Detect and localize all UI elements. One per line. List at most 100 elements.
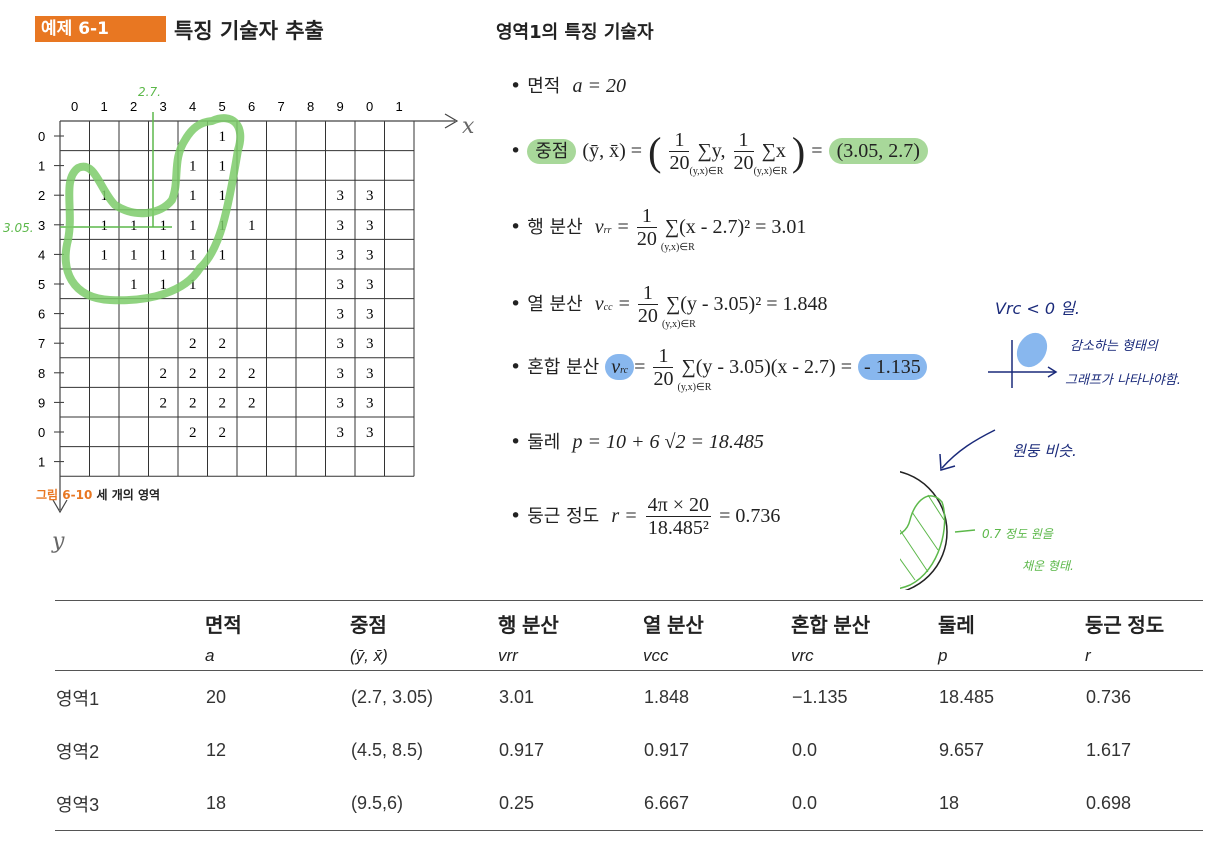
roundness-circle: [900, 471, 948, 590]
roundness-note-2: 채운 형태.: [1022, 559, 1074, 573]
grid-col-tick: 8: [307, 99, 314, 114]
table-cell: 영역2: [56, 741, 100, 762]
roundness-lhs: r =: [611, 505, 638, 527]
mix-variance-label: 혼합 분산: [527, 357, 600, 378]
grid-row-tick: 4: [38, 247, 45, 262]
grid-col-tick: 9: [337, 99, 344, 114]
table-cell: 영역3: [55, 777, 205, 831]
grid-cell-value: 1: [189, 188, 197, 204]
grid-cell-value: 1: [101, 247, 109, 263]
table-cell: 0.917: [644, 740, 690, 760]
formula-area: • 면적 a = 20: [510, 75, 626, 97]
grid-cell-value: 1: [219, 129, 227, 145]
grid-cell-value: 3: [366, 188, 374, 204]
grid-cell-value: 2: [248, 395, 256, 411]
table-row: 영역3 18 (9.5,6) 0.25 6.667 0.0 18 0.698: [55, 777, 1203, 831]
formula-roundness: • 둥근 정도 r = 4π × 20 18.485² = 0.736: [510, 494, 781, 539]
formula-row-variance: • 행 분산 vrr = 1 20 ∑(x - 2.7)² = 3.01 (y,x)…: [510, 205, 807, 253]
grid-cell-value: 2: [189, 336, 197, 352]
table-cell: 0.0: [791, 777, 938, 831]
grid-col-tick: 3: [160, 99, 167, 114]
grid-col-tick: 7: [278, 99, 285, 114]
grid-cell-value: 1: [219, 188, 227, 204]
annotation-x-value: 2.7.: [138, 85, 161, 99]
mix-variance-sub: (y,x)∈R: [677, 382, 712, 393]
roundness-num: 4π × 20: [645, 494, 712, 517]
grid-cell-value: 1: [189, 218, 197, 234]
row-variance-label: 행 분산: [527, 217, 583, 238]
grid-row-tick: 5: [38, 277, 45, 292]
grid-cell-value: 3: [337, 307, 345, 323]
grid-cell-value: 3: [366, 307, 374, 323]
grid-cell-value: 3: [366, 395, 374, 411]
grid-cell-value: 2: [219, 366, 227, 382]
grid-cell-value: 3: [337, 277, 345, 293]
centroid-sub2: (y,x)∈R: [753, 166, 788, 177]
table-cell: 12: [206, 740, 227, 760]
table-cell: 0.25: [498, 777, 643, 831]
mini-arrow-icon: [1047, 366, 1058, 378]
mix-variance-result: - 1.135: [858, 354, 927, 380]
grid-col-tick: 0: [71, 99, 78, 114]
table-cell: 20: [206, 687, 227, 707]
hatched-region: [900, 495, 946, 589]
col-variance-sub: (y,x)∈R: [661, 319, 696, 330]
grid-cell-value: 1: [219, 247, 227, 263]
grid-cell-value: 2: [189, 366, 197, 382]
page-title: 특징 기술자 추출: [174, 19, 324, 43]
table-cell: 18: [938, 777, 1085, 831]
grid-cell-value: 1: [130, 277, 138, 293]
grid-cell-value: 1: [101, 218, 109, 234]
col-variance-label: 열 분산: [527, 294, 583, 315]
grid-row-tick: 3: [38, 218, 45, 233]
grid-cell-value: 3: [337, 425, 345, 441]
x-axis-arrow-icon: [444, 113, 459, 129]
table-cell: 9.657: [939, 740, 985, 760]
row-variance-symbol-sub: rr: [603, 225, 612, 236]
table-body: 영역1 20 (2.7, 3.05) 3.01 1.848 −1.135 18.485 0.7…: [55, 671, 1203, 831]
row-variance-sub: (y,x)∈R: [660, 242, 695, 253]
mix-variance-den: 20: [653, 368, 674, 390]
formula-area-label: 면적: [527, 76, 561, 97]
grid-row-tick: 1: [38, 455, 45, 470]
grid-cell-value: 2: [160, 366, 168, 382]
roundness-result: = 0.736: [719, 505, 781, 527]
table-row: 영역1 20 (2.7, 3.05) 3.01 1.848 −1.135 18.485 0.7…: [55, 671, 1203, 725]
table-cell: 6.667: [643, 777, 791, 831]
y-axis-label: y: [51, 529, 65, 554]
grid-cell-value: 3: [337, 247, 345, 263]
row-variance-symbol: v: [594, 216, 604, 238]
grid-cell-value: 3: [337, 395, 345, 411]
grid-cell-value: 2: [248, 366, 256, 382]
grid-cell-value: 1: [189, 159, 197, 175]
grid-cell-value: 2: [160, 395, 168, 411]
pointer-arrow-icon: [939, 453, 956, 471]
grid-cell-value: 2: [219, 395, 227, 411]
graph-note-1: 감소하는 형태의: [1070, 339, 1159, 354]
grid-cell-value: 1: [189, 247, 197, 263]
grid-row-tick: 7: [38, 336, 45, 351]
hatch-lines: [900, 494, 945, 586]
formula-perimeter: • 둘레 p = 10 + 6 √2 = 18.485: [510, 431, 764, 453]
table-cell: 0.917: [499, 740, 545, 760]
formula-mix-variance: • 혼합 분산 vrc = 1 20 ∑(y - 3.05)(x - 2.7) =(…: [510, 345, 927, 393]
grid-cell-value: 1: [219, 159, 227, 175]
grid-cell-value: 2: [219, 336, 227, 352]
centroid-num1: 1: [669, 129, 690, 152]
table-cell: (2.7, 3.05): [351, 687, 434, 707]
centroid-result: (3.05, 2.7): [828, 138, 928, 164]
table-cell: 0.698: [1085, 777, 1203, 831]
grid-cell-value: 3: [337, 336, 345, 352]
grid-cell-value: 3: [366, 336, 374, 352]
col-variance-symbol-sub: cc: [603, 302, 613, 313]
grid-col-tick: 6: [248, 99, 255, 114]
grid-row-tick: 9: [38, 395, 45, 410]
table-header: 둥근 정도 r: [1085, 600, 1203, 671]
mix-variance-num: 1: [653, 345, 674, 368]
perimeter-expr: p = 10 + 6 √2 = 18.485: [572, 431, 764, 453]
grid-col-tick: 4: [189, 99, 196, 114]
grid-cell-value: 3: [366, 425, 374, 441]
grid-cell-value: 3: [366, 218, 374, 234]
figure-caption: 그림 6-10 세 개의 영역: [36, 486, 160, 503]
col-variance-num: 1: [637, 282, 658, 305]
